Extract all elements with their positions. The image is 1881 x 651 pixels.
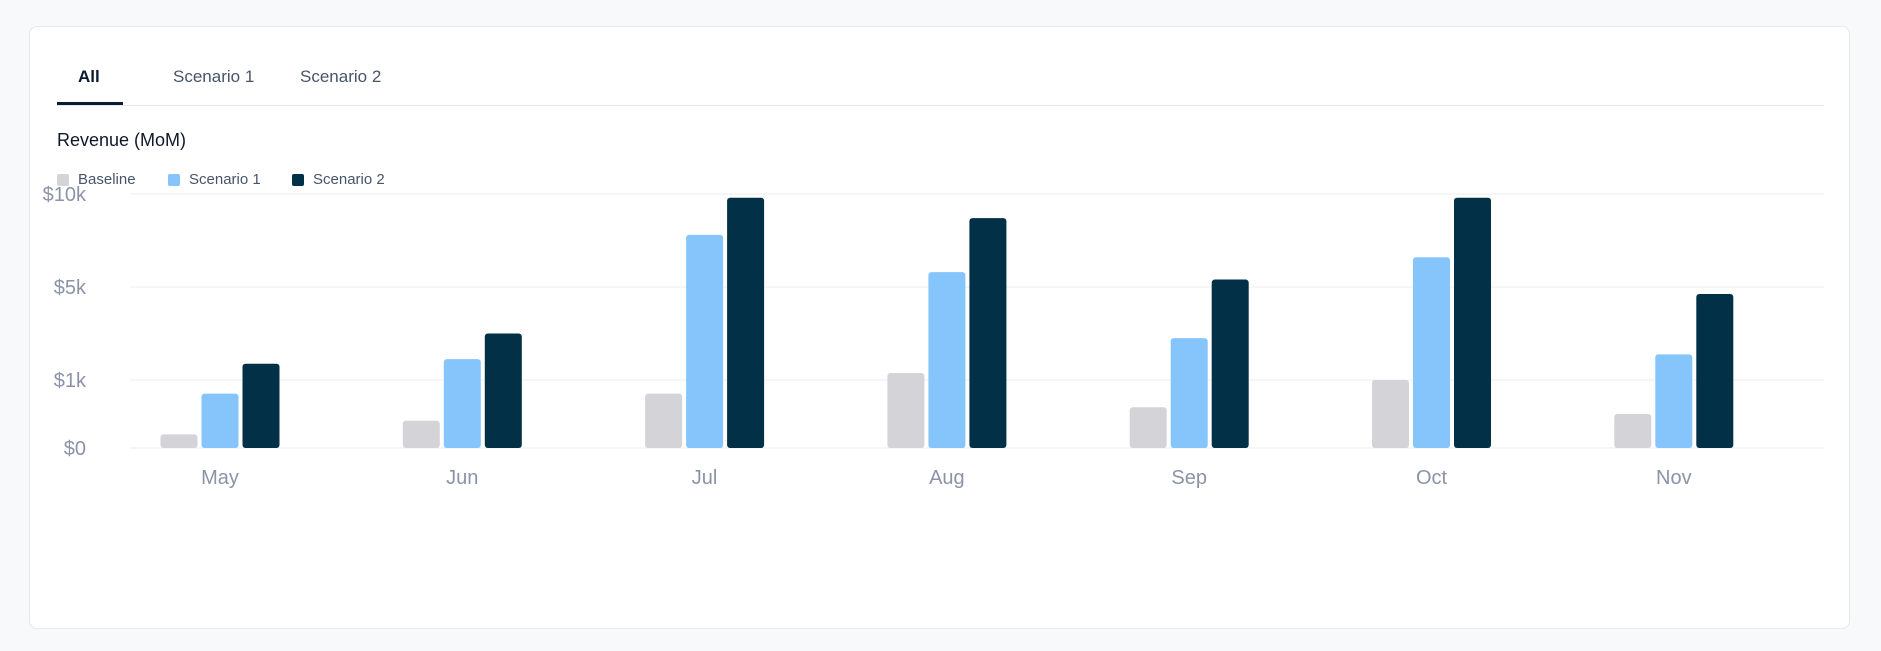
bar-scenario-2-jul[interactable] [727,197,765,448]
x-tick-label: Oct [1416,467,1448,489]
bar-scenario-1-sep[interactable] [1170,338,1208,448]
chart-card: All Scenario 1 Scenario 2 Revenue (MoM) … [29,26,1850,629]
x-tick-label: Jun [446,467,478,489]
legend-swatch-scenario-1 [168,173,180,186]
x-tick-label: Nov [1656,467,1692,489]
tab-bar: All Scenario 1 Scenario 2 [57,27,1824,106]
bar-scenario-2-may[interactable] [242,363,280,448]
bar-scenario-1-jun[interactable] [443,359,481,448]
bar-baseline-jun[interactable] [402,420,440,448]
y-tick-label: $5k [54,277,87,299]
legend-item-baseline: Baseline [57,171,136,188]
bar-scenario-1-nov[interactable] [1655,354,1693,448]
bar-baseline-may[interactable] [160,434,198,448]
tab-scenario-1[interactable]: Scenario 1 [173,67,255,86]
chart-title: Revenue (MoM) [57,130,187,150]
bar-baseline-sep[interactable] [1129,407,1167,448]
legend-swatch-baseline [57,173,69,186]
bar-scenario-2-nov[interactable] [1696,293,1734,448]
bar-scenario-1-may[interactable] [201,393,239,448]
bar-scenario-1-aug[interactable] [928,272,966,448]
bar-scenario-2-jun[interactable] [484,333,522,449]
legend-label-scenario-1: Scenario 1 [189,171,261,188]
bar-scenario-2-sep[interactable] [1211,279,1249,448]
bar-baseline-oct[interactable] [1372,380,1409,448]
y-tick-label: $10k [43,184,87,206]
legend-swatch-scenario-2 [292,173,304,186]
tab-all[interactable]: All [78,67,100,86]
y-tick-label: $0 [64,438,86,460]
legend-label-scenario-2: Scenario 2 [313,171,385,188]
bar-baseline-jul[interactable] [645,393,683,448]
bar-baseline-aug[interactable] [887,373,925,448]
active-tab-indicator [57,102,123,105]
bar-scenario-2-oct[interactable] [1454,197,1491,448]
legend-item-scenario-1: Scenario 1 [168,171,261,188]
bar-baseline-nov[interactable] [1614,414,1652,448]
bar-scenario-1-oct[interactable] [1413,257,1450,448]
x-tick-label: Jul [692,467,718,489]
bar-scenario-2-aug[interactable] [969,218,1007,448]
x-tick-label: May [201,467,239,489]
legend-item-scenario-2: Scenario 2 [292,171,385,188]
y-tick-label: $1k [54,370,87,392]
x-tick-label: Sep [1171,467,1207,489]
tab-scenario-2[interactable]: Scenario 2 [300,67,382,86]
x-tick-label: Aug [929,467,965,489]
bar-scenario-1-jul[interactable] [686,234,724,448]
legend-label-baseline: Baseline [78,171,136,188]
bar-chart: $0 $1k $5k $10k May Jun Jul Aug Sep Oct Nov [43,184,1824,489]
